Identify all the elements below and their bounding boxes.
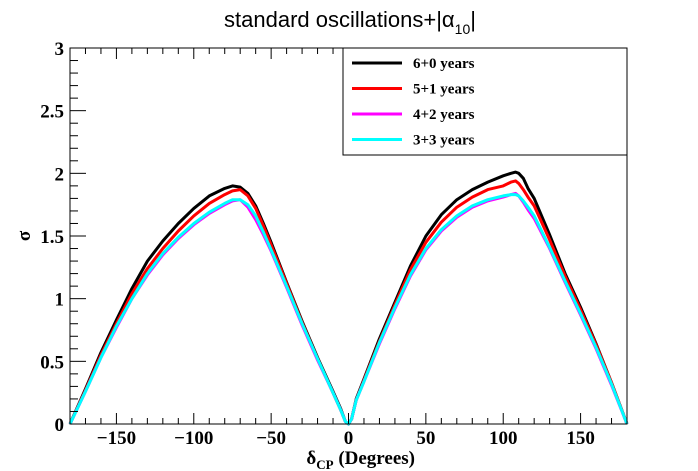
chart-title-subscript: 10 <box>455 21 471 37</box>
y-tick-label: 3 <box>55 39 65 60</box>
y-tick-label: 1.5 <box>40 227 64 248</box>
legend-label-4: 3+3 years <box>413 133 475 149</box>
x-tick-labels: −150 −100 −50 0 50 100 150 <box>97 428 595 449</box>
series-line-4 <box>68 193 629 426</box>
legend-label-1: 6+0 years <box>413 56 475 72</box>
x-axis-label-subscript: CP <box>316 457 333 471</box>
legend-label-3: 4+2 years <box>413 107 475 123</box>
y-tick-label: 2.5 <box>40 102 64 123</box>
y-tick-label: 0 <box>55 415 65 436</box>
x-axis-label-symbol: δ <box>306 448 316 469</box>
legend-box <box>342 47 628 156</box>
x-tick-label: 150 <box>566 428 595 449</box>
chart-title-main: standard oscillations+|α <box>224 7 455 32</box>
x-tick-label: −150 <box>97 428 136 449</box>
chart-title: standard oscillations+|α10| <box>224 7 476 37</box>
x-tick-label: 0 <box>344 428 354 449</box>
legend-label-2: 5+1 years <box>413 82 475 98</box>
legend-entries: 6+0 years 5+1 years 4+2 years 3+3 years <box>352 56 475 149</box>
legend: 6+0 years 5+1 years 4+2 years 3+3 years <box>342 47 628 156</box>
series-layer <box>68 170 629 426</box>
chart-title-end: | <box>470 7 476 32</box>
x-tick-label: −100 <box>174 428 213 449</box>
x-tick-label: −50 <box>256 428 286 449</box>
y-tick-label: 1 <box>55 290 65 311</box>
series-line-1 <box>68 170 629 426</box>
y-tick-labels: 0 0.5 1 1.5 2 2.5 3 <box>40 39 64 436</box>
y-axis-label: σ <box>14 230 35 241</box>
y-tick-label: 2 <box>55 164 65 185</box>
x-axis-label: δCP (Degrees) <box>306 448 415 471</box>
x-tick-label: 50 <box>416 428 435 449</box>
y-tick-label: 0.5 <box>40 352 64 373</box>
x-axis-label-rest: (Degrees) <box>334 448 415 469</box>
x-tick-label: 100 <box>489 428 518 449</box>
